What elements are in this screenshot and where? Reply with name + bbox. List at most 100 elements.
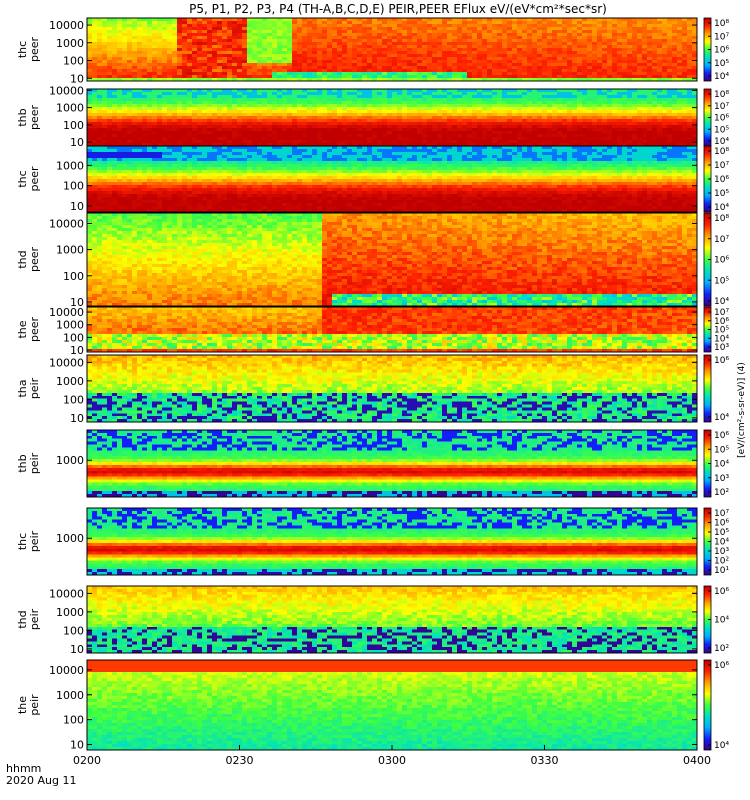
panel-probe-label: thd (16, 250, 29, 268)
y-tick-label: 10000 (49, 84, 84, 97)
colorbar-tick-label: 10⁴ (714, 616, 729, 626)
y-tick-label: 1000 (56, 37, 84, 50)
y-tick-label: 100 (63, 624, 84, 637)
x-tick-label: 0330 (531, 754, 559, 767)
panel-species-label: peir (28, 530, 41, 552)
colorbar-tick-label: 10⁵ (714, 445, 729, 455)
y-tick-label: 10 (70, 344, 84, 357)
colorbar-tick-label: 10⁴ (714, 413, 729, 423)
colorbar-tick-label: 10⁷ (714, 235, 729, 245)
colorbar-tick-label: 10⁶ (714, 587, 729, 597)
panel-frame (86, 507, 698, 576)
colorbar-tick-label: 10⁵ (714, 276, 729, 286)
panel-species-label: peer (28, 166, 41, 192)
colorbar-tick-label: 10³ (714, 547, 729, 557)
colorbar-tick-label: 10⁶ (714, 356, 729, 366)
y-tick-label: 10000 (49, 217, 84, 230)
colorbar-tick-label: 10⁶ (714, 519, 729, 529)
y-tick-label: 10 (70, 738, 84, 751)
panel-probe-label: thd (16, 610, 29, 628)
panel-species-label: peer (28, 105, 41, 131)
colorbar-tick-label: 10⁵ (714, 125, 729, 135)
panel-frame (86, 145, 698, 213)
panel-frame (86, 212, 698, 307)
spectrogram-image (87, 213, 697, 306)
panel-probe-label: thb (16, 108, 29, 126)
colorbar-tick-label: 10⁵ (714, 528, 729, 538)
spectrogram-image (87, 146, 697, 212)
panel-species-label: peir (28, 608, 41, 630)
colorbar-tick-label: 10⁵ (714, 326, 729, 336)
colorbar-tick-label: 10⁴ (714, 297, 729, 307)
colorbar-tick-label: 10⁴ (714, 137, 729, 147)
colorbar-tick-label: 10⁷ (714, 161, 729, 171)
y-tick-label: 1000 (56, 159, 84, 172)
panel-thc-peer-0: 10 100 1000 10000 thc peer 10⁴ 10⁵ 10⁶ 10⁷ 10⁸ (16, 17, 729, 85)
y-tick-label: 1000 (56, 244, 84, 257)
colorbar-tick-label: 10⁷ (714, 308, 729, 318)
colorbar-tick-label: 10⁴ (714, 203, 729, 213)
colorbar-tick-label: 10⁶ (714, 256, 729, 266)
time-format-label: hhmm (6, 762, 41, 775)
x-tick-label: 0300 (378, 754, 406, 767)
y-tick-label: 10000 (49, 664, 84, 677)
panel-species-label: peer (28, 247, 41, 273)
panel-probe-label: the (16, 320, 29, 338)
colorbar-unit-label: [eV/(cm²-s-sr-eV)] (4) (737, 362, 747, 458)
y-tick-label: 10000 (49, 19, 84, 32)
colorbar-tick-label: 10⁴ (714, 741, 729, 751)
colorbar-tick-label: 10⁷ (714, 102, 729, 112)
colorbar-tick-label: 10² (714, 557, 729, 567)
panel-probe-label: thc (16, 170, 29, 187)
colorbar (703, 659, 712, 751)
y-tick-label: 10 (70, 200, 84, 213)
spectrogram-image (87, 508, 697, 575)
spectrogram-image (87, 355, 697, 422)
y-tick-label: 1000 (56, 102, 84, 115)
spectrogram-image (87, 18, 697, 81)
colorbar-tick-label: 10⁴ (714, 334, 729, 344)
colorbar-tick-label: 10⁶ (714, 661, 729, 671)
y-tick-label: 100 (63, 270, 84, 283)
panel-species-label: peir (28, 452, 41, 474)
date-label: 2020 Aug 11 (6, 774, 76, 787)
panel-probe-label: tha (16, 379, 29, 397)
panel-probe-label: thc (16, 41, 29, 58)
y-tick-label: 100 (63, 180, 84, 193)
panel-thb-peir-6: 1000 thb peir 10² 10³ 10⁴ 10⁵ 10⁶ (16, 429, 729, 498)
y-tick-label: 100 (63, 55, 84, 68)
colorbar-tick-label: 10⁶ (714, 175, 729, 185)
colorbar-tick-label: 10⁷ (714, 509, 729, 519)
spectrogram-image (87, 660, 697, 750)
y-tick-label: 1000 (56, 454, 84, 467)
x-tick-label: 0230 (226, 754, 254, 767)
panel-frame (86, 429, 698, 498)
colorbar-tick-label: 10⁴ (714, 460, 729, 470)
spectrogram-image (87, 586, 697, 653)
y-tick-label: 10000 (49, 356, 84, 369)
y-tick-label: 10000 (49, 306, 84, 319)
colorbar-tick-label: 10⁴ (714, 72, 729, 82)
colorbar-tick-label: 10⁸ (714, 90, 729, 100)
panel-frame (86, 585, 698, 654)
y-tick-label: 10 (70, 412, 84, 425)
colorbar-tick-label: 10⁸ (714, 147, 729, 157)
colorbar-tick-label: 10⁷ (714, 32, 729, 42)
panel-probe-label: the (16, 696, 29, 714)
x-tick-label: 0200 (73, 754, 101, 767)
y-tick-label: 10 (70, 643, 84, 656)
spectrogram-image (87, 89, 697, 146)
y-tick-label: 10000 (49, 587, 84, 600)
colorbar-tick-label: 10¹ (714, 566, 729, 576)
y-tick-label: 1000 (56, 375, 84, 388)
y-tick-label: 1000 (56, 606, 84, 619)
panel-species-label: peir (28, 694, 41, 716)
colorbar-tick-label: 10⁸ (714, 214, 729, 224)
panel-thc-peer-2: 10 100 1000 thc peer 10⁴ 10⁵ 10⁶ 10⁷ 10⁸ (16, 145, 729, 213)
panel-frame (86, 306, 698, 353)
y-tick-label: 100 (63, 393, 84, 406)
y-tick-label: 1000 (56, 319, 84, 332)
